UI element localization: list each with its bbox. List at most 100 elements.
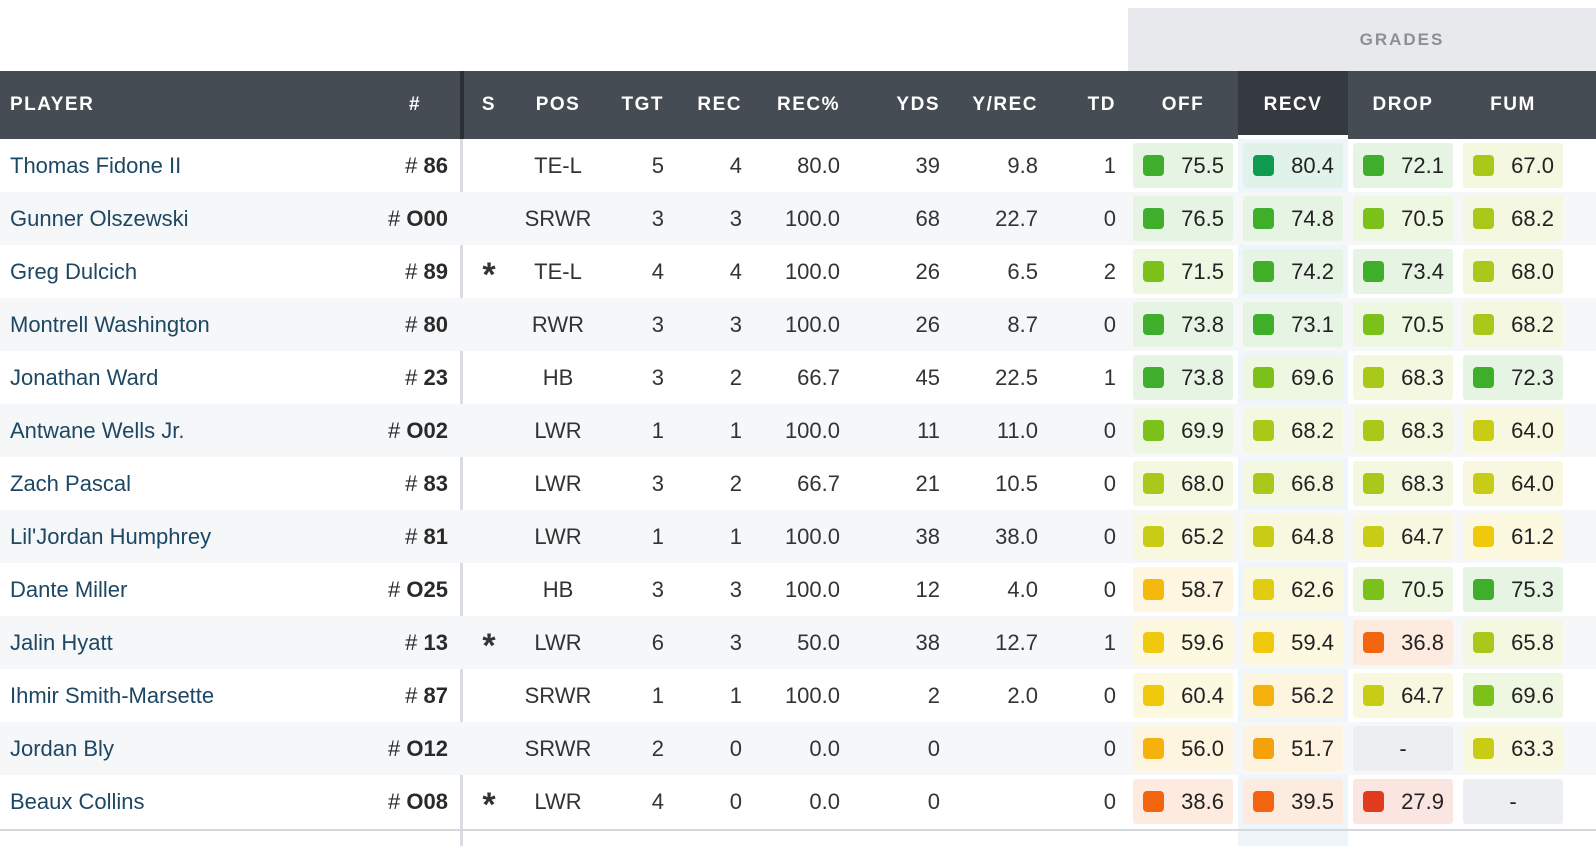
yards: 45 bbox=[915, 365, 940, 390]
grade-fum: 68.2 bbox=[1463, 196, 1563, 241]
player-name-link[interactable]: Jonathan Ward bbox=[10, 365, 159, 390]
col-header-rec[interactable]: REC bbox=[697, 94, 742, 115]
table-row[interactable]: Beaux Collins # O08 * LWR 4 0 0.0 0 0 38.6 39.5 27.… bbox=[0, 775, 1596, 828]
jersey-number-value: 23 bbox=[423, 365, 448, 390]
col-header-number[interactable]: # bbox=[408, 94, 422, 115]
receptions: 3 bbox=[729, 577, 742, 602]
jersey-number-value: 80 bbox=[423, 312, 448, 337]
jersey-number: # O25 bbox=[300, 563, 448, 616]
jersey-number-prefix: # bbox=[388, 577, 401, 602]
targets: 1 bbox=[651, 683, 664, 708]
jersey-number-prefix: # bbox=[405, 683, 418, 708]
grade-fum: 63.3 bbox=[1463, 726, 1563, 771]
grade-value: 75.3 bbox=[1511, 577, 1554, 602]
table-row[interactable]: Antwane Wells Jr. # O02 LWR 1 1 100.0 11 11.0 0 6… bbox=[0, 404, 1596, 457]
jersey-number-value: O02 bbox=[406, 418, 448, 443]
col-header-td[interactable]: TD bbox=[1087, 94, 1116, 115]
jersey-number-prefix: # bbox=[405, 630, 418, 655]
grade-value: 59.6 bbox=[1181, 630, 1224, 655]
col-header-fum[interactable]: FUM bbox=[1490, 94, 1536, 115]
table-row[interactable]: Jordan Bly # O12 SRWR 2 0 0.0 0 0 56.0 51.7 - 63.3 bbox=[0, 722, 1596, 775]
grade-color-square bbox=[1143, 738, 1164, 759]
grade-recv: 62.6 bbox=[1243, 567, 1343, 612]
table-row[interactable]: Dante Miller # O25 HB 3 3 100.0 12 4.0 0 58.7 62.6… bbox=[0, 563, 1596, 616]
player-name-link[interactable]: Beaux Collins bbox=[10, 789, 145, 814]
grade-off: 59.6 bbox=[1133, 620, 1233, 665]
grade-recv: 64.8 bbox=[1243, 514, 1343, 559]
table-row[interactable]: Greg Dulcich # 89 * TE-L 4 4 100.0 26 6.5 2 71.5 74… bbox=[0, 245, 1596, 298]
table-row[interactable]: Gunner Olszewski # O00 SRWR 3 3 100.0 68 22.7 0 7… bbox=[0, 192, 1596, 245]
grade-fum: 72.3 bbox=[1463, 355, 1563, 400]
col-header-drop[interactable]: DROP bbox=[1372, 94, 1434, 115]
grade-value: 64.7 bbox=[1401, 524, 1444, 549]
col-header-yds[interactable]: YDS bbox=[896, 94, 940, 115]
player-name-link[interactable]: Gunner Olszewski bbox=[10, 206, 189, 231]
jersey-number-value: 13 bbox=[423, 630, 448, 655]
player-name-link[interactable]: Jalin Hyatt bbox=[10, 630, 113, 655]
grade-color-square bbox=[1363, 420, 1384, 441]
grade-off: 60.4 bbox=[1133, 673, 1233, 718]
reception-pct: 100.0 bbox=[784, 312, 840, 337]
col-header-pos[interactable]: POS bbox=[535, 94, 581, 115]
receptions: 1 bbox=[729, 524, 742, 549]
player-name-link[interactable]: Thomas Fidone II bbox=[10, 153, 182, 178]
table-row[interactable]: Ihmir Smith-Marsette # 87 SRWR 1 1 100.0 2 2.0 0… bbox=[0, 669, 1596, 722]
col-header-tgt[interactable]: TGT bbox=[621, 94, 664, 115]
col-header-recv-active[interactable]: RECV bbox=[1238, 71, 1348, 139]
player-name-link[interactable]: Ihmir Smith-Marsette bbox=[10, 683, 215, 708]
table-row[interactable]: Zach Pascal # 83 LWR 3 2 66.7 21 10.5 0 68.0 66.8 6… bbox=[0, 457, 1596, 510]
player-name-link[interactable]: Montrell Washington bbox=[10, 312, 210, 337]
yards-per-reception: 2.0 bbox=[1007, 683, 1038, 708]
col-header-starter[interactable]: S bbox=[481, 94, 497, 115]
targets: 3 bbox=[651, 365, 664, 390]
table-row[interactable]: Jalin Hyatt # 13 * LWR 6 3 50.0 38 12.7 1 59.6 59.4… bbox=[0, 616, 1596, 669]
player-name-link[interactable]: Lil'Jordan Humphrey bbox=[10, 524, 212, 549]
table-row[interactable]: Jonathan Ward # 23 HB 3 2 66.7 45 22.5 1 73.8 69.6… bbox=[0, 351, 1596, 404]
col-header-y-rec[interactable]: Y/REC bbox=[972, 94, 1038, 115]
touchdowns: 0 bbox=[1103, 789, 1116, 814]
grade-drop: 27.9 bbox=[1353, 779, 1453, 824]
player-name-link[interactable]: Greg Dulcich bbox=[10, 259, 138, 284]
starter-asterisk bbox=[478, 302, 500, 355]
grade-fum: 68.0 bbox=[1463, 249, 1563, 294]
header-divider bbox=[460, 71, 464, 139]
col-header-recv[interactable]: RECV bbox=[1263, 94, 1323, 115]
starter-asterisk bbox=[478, 567, 500, 620]
jersey-number-value: O25 bbox=[406, 577, 448, 602]
col-header-player[interactable]: PLAYER bbox=[10, 94, 95, 115]
col-header-off[interactable]: OFF bbox=[1161, 94, 1205, 115]
grade-color-square bbox=[1473, 155, 1494, 176]
grade-drop: 70.5 bbox=[1353, 567, 1453, 612]
grade-recv: 68.2 bbox=[1243, 408, 1343, 453]
grade-color-square bbox=[1363, 155, 1384, 176]
jersey-number: # O00 bbox=[300, 192, 448, 245]
player-name-link[interactable]: Antwane Wells Jr. bbox=[10, 418, 185, 443]
player-name-link[interactable]: Zach Pascal bbox=[10, 471, 132, 496]
player-name-link[interactable]: Dante Miller bbox=[10, 577, 128, 602]
grade-off: 69.9 bbox=[1133, 408, 1233, 453]
grade-value: 68.3 bbox=[1401, 365, 1444, 390]
table-row[interactable]: Montrell Washington # 80 RWR 3 3 100.0 26 8.7 0 7… bbox=[0, 298, 1596, 351]
jersey-number: # 89 bbox=[300, 245, 448, 298]
grade-fum: 68.2 bbox=[1463, 302, 1563, 347]
receptions: 3 bbox=[729, 630, 742, 655]
grade-color-square bbox=[1143, 579, 1164, 600]
player-name-link[interactable]: Jordan Bly bbox=[10, 736, 114, 761]
grade-value: 64.0 bbox=[1511, 471, 1554, 496]
position: RWR bbox=[531, 312, 585, 337]
grade-value: 72.3 bbox=[1511, 365, 1554, 390]
table-row[interactable]: Lil'Jordan Humphrey # 81 LWR 1 1 100.0 38 38.0 0… bbox=[0, 510, 1596, 563]
touchdowns: 0 bbox=[1103, 683, 1116, 708]
col-header-rec-pct[interactable]: REC% bbox=[776, 94, 840, 115]
table-row[interactable]: Thomas Fidone II # 86 TE-L 5 4 80.0 39 9.8 1 75.5… bbox=[0, 139, 1596, 192]
jersey-number-value: 89 bbox=[423, 259, 448, 284]
reception-pct: 50.0 bbox=[797, 630, 840, 655]
grade-value: 74.2 bbox=[1291, 259, 1334, 284]
position: SRWR bbox=[524, 206, 592, 231]
yards-per-reception: 22.7 bbox=[995, 206, 1038, 231]
grade-color-square bbox=[1253, 314, 1274, 335]
grade-color-square bbox=[1143, 791, 1164, 812]
jersey-number-prefix: # bbox=[388, 418, 401, 443]
grade-color-square bbox=[1143, 420, 1164, 441]
touchdowns: 1 bbox=[1103, 153, 1116, 178]
